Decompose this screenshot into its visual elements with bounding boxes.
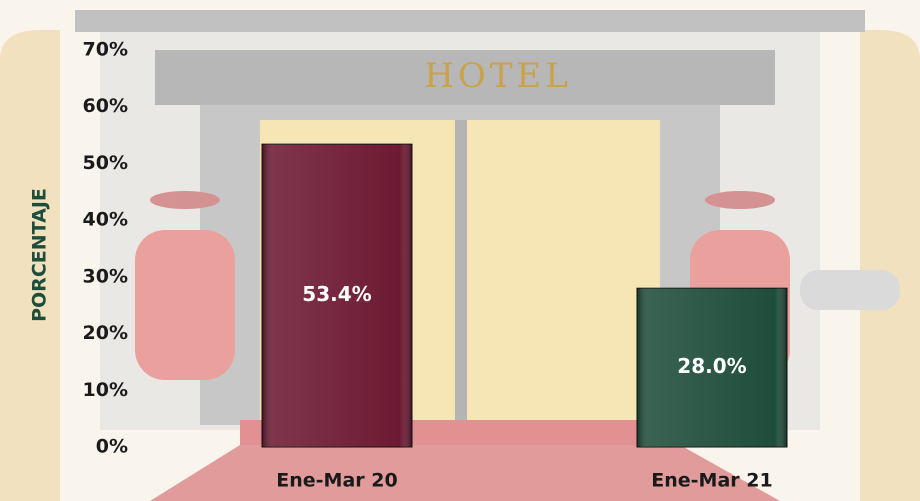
y-tick-label: 40% <box>83 209 128 231</box>
x-tick-label: Ene-Mar 21 <box>651 470 772 492</box>
y-tick-label: 70% <box>83 39 128 61</box>
y-axis-label: PORCENTAJE <box>29 188 51 322</box>
y-tick-label: 0% <box>96 436 128 458</box>
x-tick-label: Ene-Mar 20 <box>276 470 397 492</box>
value-label: 28.0% <box>677 354 746 378</box>
hotel-sign: HOTEL <box>424 56 572 96</box>
y-tick-label: 60% <box>83 95 128 117</box>
y-tick-label: 30% <box>83 265 128 287</box>
y-tick-label: 10% <box>83 379 128 401</box>
y-tick-label: 50% <box>83 152 128 174</box>
y-tick-label: 20% <box>83 322 128 344</box>
value-label: 53.4% <box>302 282 371 306</box>
